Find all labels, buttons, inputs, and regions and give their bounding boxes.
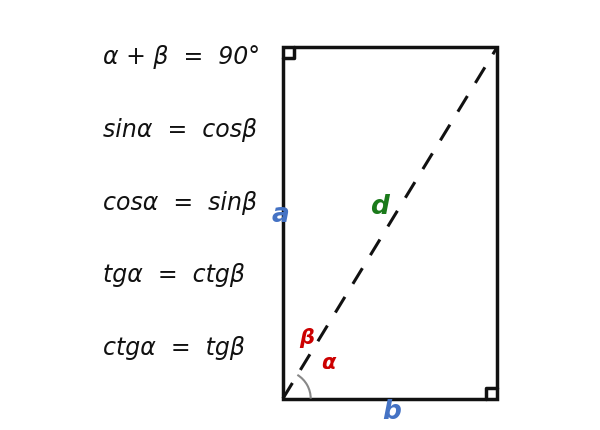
Text: α + β  =  90°: α + β = 90° [103, 45, 260, 69]
Text: β: β [299, 327, 314, 347]
Text: α: α [321, 353, 335, 372]
Text: ctgα  =  tgβ: ctgα = tgβ [103, 335, 245, 359]
Text: d: d [370, 194, 389, 219]
Text: cosα  =  sinβ: cosα = sinβ [103, 190, 257, 214]
Text: tgα  =  ctgβ: tgα = ctgβ [103, 263, 245, 287]
Text: b: b [383, 399, 401, 424]
Text: a: a [272, 202, 290, 228]
Text: sinα  =  cosβ: sinα = cosβ [103, 117, 257, 141]
